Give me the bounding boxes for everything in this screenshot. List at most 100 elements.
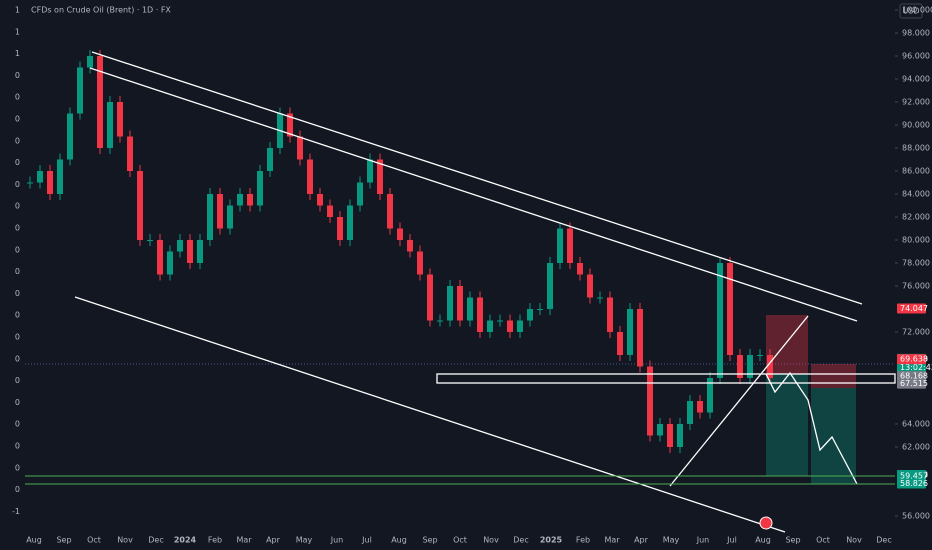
left-axis-label: 0	[15, 289, 20, 298]
candle	[37, 171, 43, 183]
candle	[617, 332, 623, 355]
price-tag-bg	[897, 354, 926, 365]
price-tag-bg	[897, 303, 926, 314]
price-label: 96.000	[902, 52, 930, 61]
event-icon[interactable]	[759, 516, 773, 530]
candle	[57, 159, 63, 194]
left-axis-label: -1	[12, 507, 20, 516]
price-tag: 67.515	[897, 378, 928, 389]
candle	[737, 355, 743, 378]
candle	[107, 102, 113, 148]
left-axis-label: 0	[15, 245, 20, 254]
candle	[287, 113, 293, 137]
candle	[207, 194, 213, 240]
time-label: Mar	[236, 536, 252, 545]
candle	[47, 171, 53, 194]
price-label: 84.000	[902, 190, 930, 199]
time-label: Aug	[391, 536, 407, 545]
price-tag-label: 58.826	[900, 479, 928, 488]
price-label: 82.000	[902, 213, 930, 222]
left-axis-label: 0	[15, 158, 20, 167]
candle	[637, 309, 643, 367]
time-label: Aug	[755, 536, 771, 545]
price-tag-bg	[897, 478, 926, 489]
time-label: May	[663, 536, 680, 545]
price-label: 94.000	[902, 75, 930, 84]
left-axis-label: 0	[15, 267, 20, 276]
price-tag: 69.638	[897, 354, 928, 365]
trend-line	[89, 67, 858, 322]
price-label: 88.000	[902, 144, 930, 153]
price-label: 92.000	[902, 98, 930, 107]
price-tag: 13:02:43	[897, 362, 932, 373]
time-label: Sep	[785, 536, 800, 545]
candle	[577, 263, 583, 275]
candle	[757, 355, 763, 356]
currency[interactable]: USD	[902, 7, 919, 16]
left-axis-label: 0	[15, 136, 20, 145]
time-label: Dec	[148, 536, 163, 545]
projection-path	[765, 371, 858, 485]
candle	[767, 355, 773, 378]
candle	[507, 320, 513, 332]
candle	[597, 297, 603, 299]
price-tag-label: 74.047	[900, 304, 928, 313]
time-label: Feb	[208, 536, 222, 545]
time-label: Jun	[330, 536, 344, 545]
price-tag-bg	[897, 362, 926, 373]
price-tag-label: 59.457	[900, 472, 928, 481]
price-tag-label: 69.638	[900, 355, 928, 364]
candle	[557, 228, 563, 263]
left-axis-label: 1	[15, 6, 20, 15]
time-label: Jul	[726, 536, 737, 545]
price-tag-label: 68.168	[900, 372, 928, 381]
price-label: 90.000	[902, 121, 930, 130]
candle	[457, 286, 463, 321]
price-label: 98.000	[902, 29, 930, 38]
candle	[227, 205, 233, 229]
price-label: 80.000	[902, 236, 930, 245]
time-label: Nov	[483, 536, 499, 545]
candle	[377, 159, 383, 194]
candle	[367, 159, 373, 183]
candle	[717, 263, 723, 378]
candle	[157, 240, 163, 275]
time-label: May	[296, 536, 313, 545]
profit-zone	[766, 374, 808, 476]
candle	[567, 228, 573, 263]
time-label: Mar	[604, 536, 620, 545]
left-axis-label: 0	[15, 115, 20, 124]
price-label: 56.000	[902, 512, 930, 521]
candle	[297, 136, 303, 160]
time-label: Feb	[576, 536, 590, 545]
candle	[657, 424, 663, 436]
candle	[97, 56, 103, 148]
left-axis-label: 0	[15, 463, 20, 472]
candle	[517, 320, 523, 332]
left-axis-label: 0	[15, 376, 20, 385]
left-axis-label: 0	[15, 202, 20, 211]
candle	[357, 182, 363, 206]
candle	[667, 424, 673, 447]
left-axis-label: 0	[15, 420, 20, 429]
candle	[337, 217, 343, 240]
time-label: Jun	[696, 536, 710, 545]
time-label: Sep	[56, 536, 71, 545]
candle	[467, 297, 473, 321]
candle	[177, 240, 183, 252]
candle	[417, 251, 423, 275]
price-tag: 68.168	[897, 371, 928, 382]
candle	[407, 240, 413, 252]
candle	[87, 56, 93, 68]
trend-line	[669, 315, 809, 487]
currency-button[interactable]	[899, 3, 923, 19]
left-axis-label: 0	[15, 71, 20, 80]
time-label: Apr	[634, 536, 649, 545]
candle	[247, 194, 253, 206]
candle	[67, 113, 73, 160]
candle	[727, 263, 733, 355]
candle	[477, 297, 483, 332]
time-label: 2024	[174, 536, 197, 545]
price-label: 76.000	[902, 282, 930, 291]
